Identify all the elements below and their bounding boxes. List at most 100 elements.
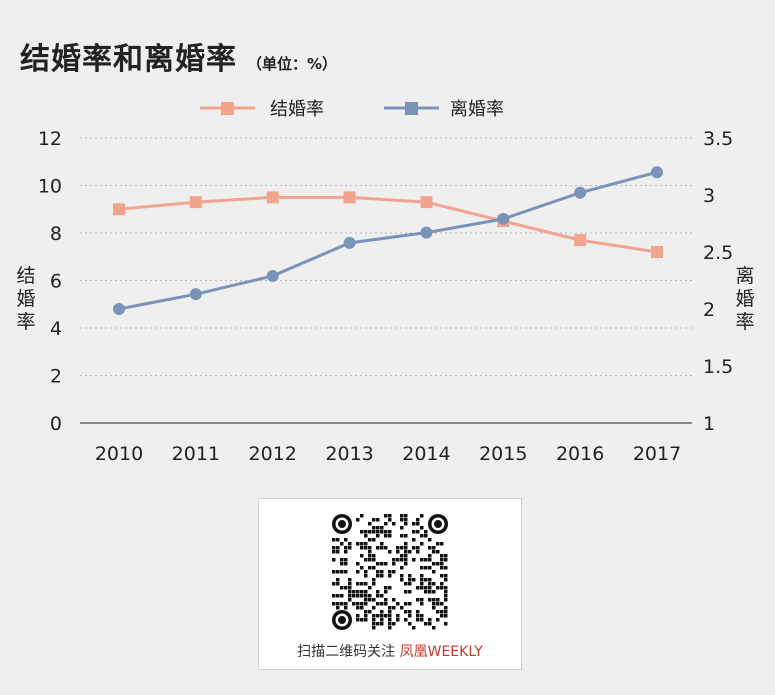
qr-module [432, 546, 436, 550]
data-point [343, 191, 356, 204]
qr-module [428, 554, 432, 558]
qr-module [364, 534, 368, 538]
qr-module [428, 538, 432, 542]
qr-module [376, 574, 380, 578]
qr-module [372, 558, 376, 562]
qr-module [440, 614, 444, 618]
qr-module [404, 602, 408, 606]
qr-module [392, 622, 396, 626]
qr-module [412, 522, 416, 526]
qr-module [376, 570, 380, 574]
qr-module [400, 606, 404, 610]
qr-module [444, 610, 448, 614]
qr-module [388, 550, 392, 554]
qr-module [340, 542, 344, 546]
data-point [574, 234, 587, 247]
qr-module [420, 598, 424, 602]
qr-module [428, 566, 432, 570]
qr-module [336, 602, 340, 606]
qr-module [388, 606, 392, 610]
qr-module [420, 514, 424, 518]
qr-module [372, 554, 376, 558]
x-tick-label: 2010 [95, 443, 143, 465]
qr-module [336, 606, 340, 610]
qr-module [420, 578, 424, 582]
qr-module [332, 550, 336, 554]
qr-module [400, 518, 404, 522]
y-left-tick-label: 4 [50, 318, 62, 340]
qr-module [372, 582, 376, 586]
qr-code-image [332, 514, 448, 630]
qr-module [340, 586, 344, 590]
qr-module [360, 590, 364, 594]
qr-module [368, 598, 372, 602]
qr-module [444, 574, 448, 578]
qr-finder [434, 520, 442, 528]
qr-module [420, 558, 424, 562]
qr-module [336, 538, 340, 542]
qr-module [344, 606, 348, 610]
qr-module [364, 558, 368, 562]
qr-module [376, 546, 380, 550]
qr-module [420, 566, 424, 570]
qr-module [440, 554, 444, 558]
qr-module [400, 526, 404, 530]
qr-module [356, 518, 360, 522]
qr-module [404, 618, 408, 622]
qr-module [388, 534, 392, 538]
y-right-tick-label: 3 [703, 185, 715, 207]
line-chart: 0 2 4 6 8 10 12 1 1.5 2 2.5 3 3.5 2010 2011 2012 2013 201… [16, 99, 754, 465]
data-point [189, 288, 202, 301]
x-tick-label: 2013 [325, 443, 373, 465]
qr-module [416, 550, 420, 554]
qr-module [360, 594, 364, 598]
qr-module [424, 534, 428, 538]
qr-module [400, 558, 404, 562]
qr-module [424, 622, 428, 626]
data-point [113, 203, 125, 216]
qr-module [416, 618, 420, 622]
y-left-tick-label: 8 [50, 223, 62, 245]
qr-module [332, 582, 336, 586]
qr-module [372, 622, 376, 626]
qr-module [368, 546, 372, 550]
qr-module [432, 562, 436, 566]
chart-title-row: 结婚率和离婚率 （单位：%） [20, 34, 337, 78]
qr-module [376, 602, 380, 606]
data-point [420, 226, 433, 239]
qr-module [380, 614, 384, 618]
qr-module [444, 590, 448, 594]
y-right-tick-label: 3.5 [703, 128, 733, 150]
qr-module [396, 618, 400, 622]
qr-module [332, 558, 336, 562]
qr-module [388, 514, 392, 518]
qr-module [420, 574, 424, 578]
qr-module [444, 558, 448, 562]
qr-module [384, 614, 388, 618]
qr-module [424, 586, 428, 590]
qr-module [416, 598, 420, 602]
y-right-tick-label: 2 [703, 299, 715, 321]
qr-module [356, 590, 360, 594]
qr-module [436, 562, 440, 566]
qr-module [388, 626, 392, 630]
qr-module [416, 518, 420, 522]
qr-module [440, 542, 444, 546]
qr-module [388, 586, 392, 590]
data-point [266, 269, 279, 282]
qr-module [376, 594, 380, 598]
x-tick-label: 2017 [633, 443, 681, 465]
qr-module [380, 610, 384, 614]
qr-module [360, 582, 364, 586]
data-point [420, 196, 433, 209]
qr-module [344, 550, 348, 554]
qr-module [336, 582, 340, 586]
qr-module [404, 546, 408, 550]
qr-module [360, 606, 364, 610]
qr-module [336, 550, 340, 554]
qr-module [348, 586, 352, 590]
qr-module [424, 566, 428, 570]
qr-module [372, 566, 376, 570]
qr-module [408, 582, 412, 586]
qr-module [376, 614, 380, 618]
